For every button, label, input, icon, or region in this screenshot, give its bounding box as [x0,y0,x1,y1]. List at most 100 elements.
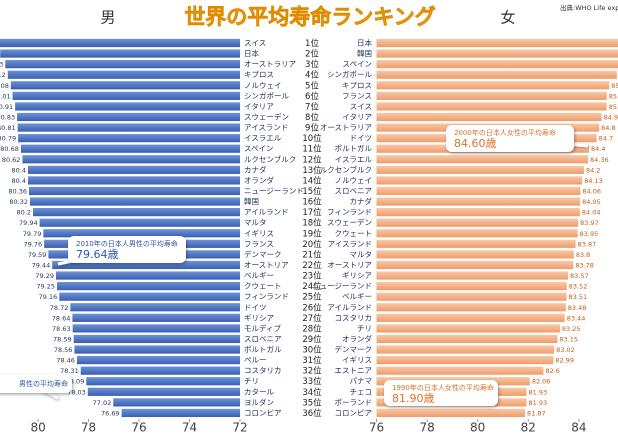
value-label: 81.2 [0,71,6,79]
value-label: 81.93 [529,399,548,407]
value-label: 84.36 [590,156,609,164]
category-label: コスタリカ [244,366,282,375]
bar [376,176,583,185]
value-label: 78.63 [52,325,71,333]
rank-label: 12位 [302,154,322,165]
value-label: 83.52 [569,283,588,291]
bar [376,197,581,206]
bar [376,366,544,375]
bar [376,60,618,69]
category-label: カナダ [350,196,373,206]
category-label: チェコ [350,387,373,396]
x-tick-label: 80 [470,421,485,435]
category-label: スロベニア [244,334,282,343]
category-label: クウェート [244,282,282,291]
bar [376,313,565,322]
value-label: 78.59 [53,335,72,343]
value-label: 81.93 [529,388,548,396]
rank-label: 32位 [302,366,322,377]
category-label: シンガポール [244,90,289,100]
value-label: 80.68 [0,145,19,153]
value-label: 82.99 [555,357,574,365]
right-header: 女 [500,9,515,27]
x-tick-label: 80 [30,421,45,435]
value-label: 79.76 [24,240,43,248]
category-label: 韓国 [244,196,259,206]
bar [376,70,617,79]
category-label: パナマ [350,377,373,386]
value-label: 83.87 [578,240,597,248]
value-label: 80.4 [11,177,25,185]
value-label: 80.79 [0,135,16,143]
category-label: フィンランド [327,208,372,217]
value-label: 83.51 [569,293,588,301]
bar [28,186,240,196]
category-label: イスラエル [244,134,282,143]
category-label: スイス [350,102,372,111]
category-label: ペルー [244,356,267,365]
bar [376,102,607,111]
category-label: イスラエル [335,155,373,164]
rank-label: 22位 [302,260,322,271]
callout: 男性の平均寿命 [0,375,72,400]
bar [17,112,241,122]
bar [30,197,240,206]
left-header: 男 [100,9,115,27]
value-label: 80.32 [9,198,28,206]
value-label: 80.4 [11,166,25,174]
value-label: 79.59 [28,251,47,259]
bar [80,366,241,375]
value-label: 83.78 [575,261,594,269]
rank-label: 1位 [305,38,319,49]
category-label: チリ [244,377,259,386]
value-label: 79.94 [19,219,38,227]
x-tick-label: 82 [521,421,536,435]
bar [376,260,574,270]
value-label: 81.01 [0,92,11,100]
category-label: フィンランド [244,292,289,301]
bar [376,91,607,100]
value-label: 83.95 [580,230,599,238]
bar [33,208,241,217]
bar [15,102,240,111]
category-label: ノルウェイ [244,81,282,90]
category-label: キプロス [342,81,372,90]
bar [17,123,240,132]
x-tick-label: 78 [81,421,96,435]
value-label: 83.48 [568,304,587,312]
category-label: ヨルダン [244,397,274,407]
value-label: 84.05 [582,198,601,206]
bar [376,303,566,312]
category-label: 日本 [244,48,259,58]
bar [376,250,574,259]
callout-box [0,375,72,393]
rank-label: 16位 [302,197,322,208]
value-label: 79.29 [35,272,54,280]
bar [376,271,569,280]
category-label: 日本 [357,38,372,48]
callout-value: 79.64歳 [76,248,119,261]
callout-label: 1990年の日本人女性の平均寿命 [392,383,494,392]
category-label: カタール [244,387,274,396]
value-label: 80.2 [17,209,31,217]
value-label: 80.62 [2,156,21,164]
rank-label: 6位 [305,91,319,102]
value-label: 83.02 [556,346,575,354]
rank-label: 33位 [302,376,322,387]
bar [86,377,241,386]
value-label: 78.56 [54,346,73,354]
rank-label: 7位 [305,101,319,112]
bar [376,229,578,238]
value-label: 83.8 [576,251,590,259]
value-label: 82.06 [532,378,551,386]
value-label: 78.46 [56,357,75,365]
category-label: マルタ [244,218,267,227]
value-label: 80.83 [0,113,15,121]
category-label: コスタリカ [335,313,373,322]
rank-label: 28位 [302,323,322,334]
value-label: 78.31 [60,367,79,375]
source: 出典:WHO Life expe [560,3,618,12]
category-label: スペイン [244,144,273,153]
